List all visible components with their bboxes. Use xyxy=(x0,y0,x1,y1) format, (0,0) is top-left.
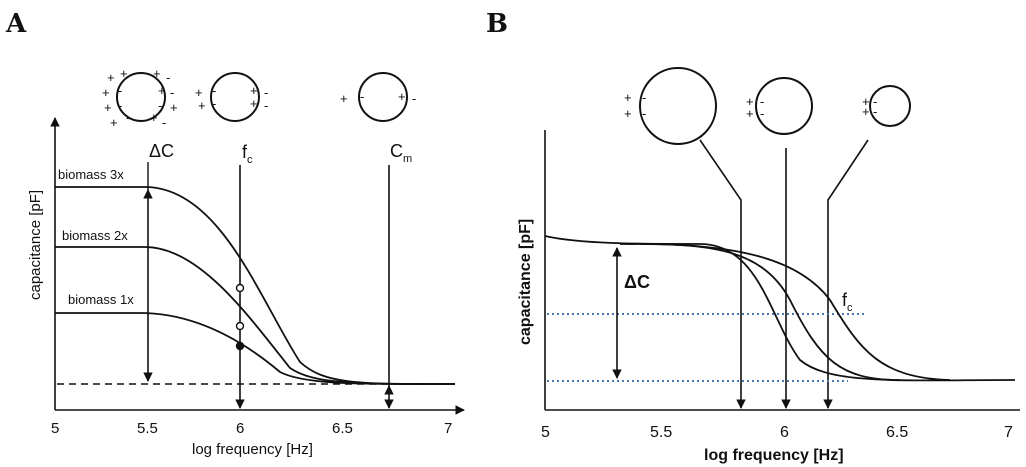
svg-text:-: - xyxy=(642,106,646,121)
svg-text:-: - xyxy=(212,96,216,111)
cell-large xyxy=(639,67,717,145)
panel-b-curve-3 xyxy=(639,243,951,381)
svg-text:+: + xyxy=(120,66,128,81)
svg-text:-: - xyxy=(126,110,130,125)
svg-text:-: - xyxy=(360,89,364,104)
svg-text:-: - xyxy=(118,83,122,98)
panel-b-tick: 5 xyxy=(541,424,550,441)
curve-label-1x: biomass 1x xyxy=(68,292,134,307)
panel-a-fc-point-2x xyxy=(235,321,245,331)
panel-a-curve-3x xyxy=(55,186,456,385)
panel-a-delta-c-label: ΔC xyxy=(149,141,174,161)
panel-a-fc-label: fc xyxy=(242,142,253,166)
svg-text:-: - xyxy=(212,83,216,98)
panel-a-letter: A xyxy=(5,9,27,39)
panel-b-tick: 5.5 xyxy=(650,424,672,441)
svg-text:+: + xyxy=(250,96,258,111)
svg-text:-: - xyxy=(162,115,166,130)
cell-large xyxy=(116,72,166,122)
curve-label-2x: biomass 2x xyxy=(62,228,128,243)
svg-text:+: + xyxy=(624,106,632,121)
panel-b-x-ticks: 5 5.5 6 6.5 7 xyxy=(541,424,1013,441)
panel-a-tick: 5 xyxy=(51,420,59,437)
svg-text:-: - xyxy=(170,85,174,100)
curve-label-3x: biomass 3x xyxy=(58,167,124,182)
cell-charges: + + + - + - + - + - - + + - + - + - + - + - + - + - +… xyxy=(102,66,416,130)
svg-text:+: + xyxy=(340,91,348,106)
panel-a-tick: 6 xyxy=(236,420,244,437)
svg-text:+: + xyxy=(624,90,632,105)
panel-a-tick: 7 xyxy=(444,420,452,437)
panel-b-tick: 6.5 xyxy=(886,424,908,441)
panel-b-tick: 6 xyxy=(780,424,789,441)
panel-b-connector-large xyxy=(699,139,746,409)
svg-text:-: - xyxy=(760,106,764,121)
panel-b-y-label: capacitance [pF] xyxy=(517,219,534,345)
svg-text:+: + xyxy=(250,83,258,98)
panel-b-curve-2 xyxy=(619,243,901,381)
svg-text:+: + xyxy=(158,83,166,98)
svg-text:-: - xyxy=(412,91,416,106)
panel-b: B + - + - + - + - + - + - capacitance [pF] log… xyxy=(486,9,1020,464)
cell-charges: + - + - + - + - + - + - xyxy=(624,90,877,121)
cell-small xyxy=(869,85,911,127)
panel-a-curve-1x xyxy=(55,312,456,385)
svg-text:-: - xyxy=(873,104,877,119)
svg-text:+: + xyxy=(150,110,158,125)
svg-text:-: - xyxy=(760,94,764,109)
svg-text:-: - xyxy=(873,94,877,109)
svg-text:+: + xyxy=(107,70,115,85)
svg-text:+: + xyxy=(862,104,870,119)
cell-small xyxy=(358,72,408,122)
panel-b-tick: 7 xyxy=(1004,424,1013,441)
svg-text:+: + xyxy=(862,94,870,109)
panel-a-x-label: log frequency [Hz] xyxy=(192,441,313,458)
svg-text:-: - xyxy=(264,98,268,113)
svg-text:-: - xyxy=(118,98,122,113)
svg-text:-: - xyxy=(264,85,268,100)
panel-a-cells: + + + - + - + - + - - + + - + - + - + - + - + - + - +… xyxy=(102,66,416,130)
panel-b-connector-small xyxy=(823,139,869,409)
cell-medium xyxy=(210,72,260,122)
panel-a-curve-2x xyxy=(55,246,456,385)
svg-text:+: + xyxy=(110,115,118,130)
panel-a-curve-labels: biomass 3x biomass 2x biomass 1x xyxy=(58,167,134,307)
panel-b-delta-c-label: ΔC xyxy=(624,272,650,292)
svg-text:-: - xyxy=(642,90,646,105)
panel-b-letter: B xyxy=(486,9,508,39)
cell-medium xyxy=(755,77,813,135)
panel-b-curve-1 xyxy=(544,235,1016,382)
svg-text:+: + xyxy=(170,100,178,115)
svg-text:+: + xyxy=(746,106,754,121)
panel-a-tick: 5.5 xyxy=(137,420,158,437)
panel-a-x-ticks: 5 5.5 6 6.5 7 xyxy=(51,420,452,437)
panel-a-cm-label: Cm xyxy=(390,141,412,165)
svg-text:-: - xyxy=(166,70,170,85)
panel-b-fc-label: fc xyxy=(842,290,853,314)
svg-text:+: + xyxy=(195,85,203,100)
svg-text:+: + xyxy=(104,100,112,115)
panel-a-tick: 6.5 xyxy=(332,420,353,437)
svg-text:+: + xyxy=(398,89,406,104)
panel-a-y-label: capacitance [pF] xyxy=(27,190,44,300)
panel-b-cells: + - + - + - + - + - + - xyxy=(624,67,911,145)
panel-a-fc-point-1x xyxy=(235,341,245,351)
panel-a: A + + + - + - + - + - - + + - + - + - + - + - + - + -… xyxy=(5,9,465,458)
svg-text:+: + xyxy=(198,98,206,113)
svg-text:+: + xyxy=(102,85,110,100)
svg-text:-: - xyxy=(158,98,162,113)
panel-b-x-label: log frequency [Hz] xyxy=(704,447,844,464)
svg-text:+: + xyxy=(746,94,754,109)
svg-text:+: + xyxy=(153,66,161,81)
panel-a-fc-point-3x xyxy=(235,283,245,293)
